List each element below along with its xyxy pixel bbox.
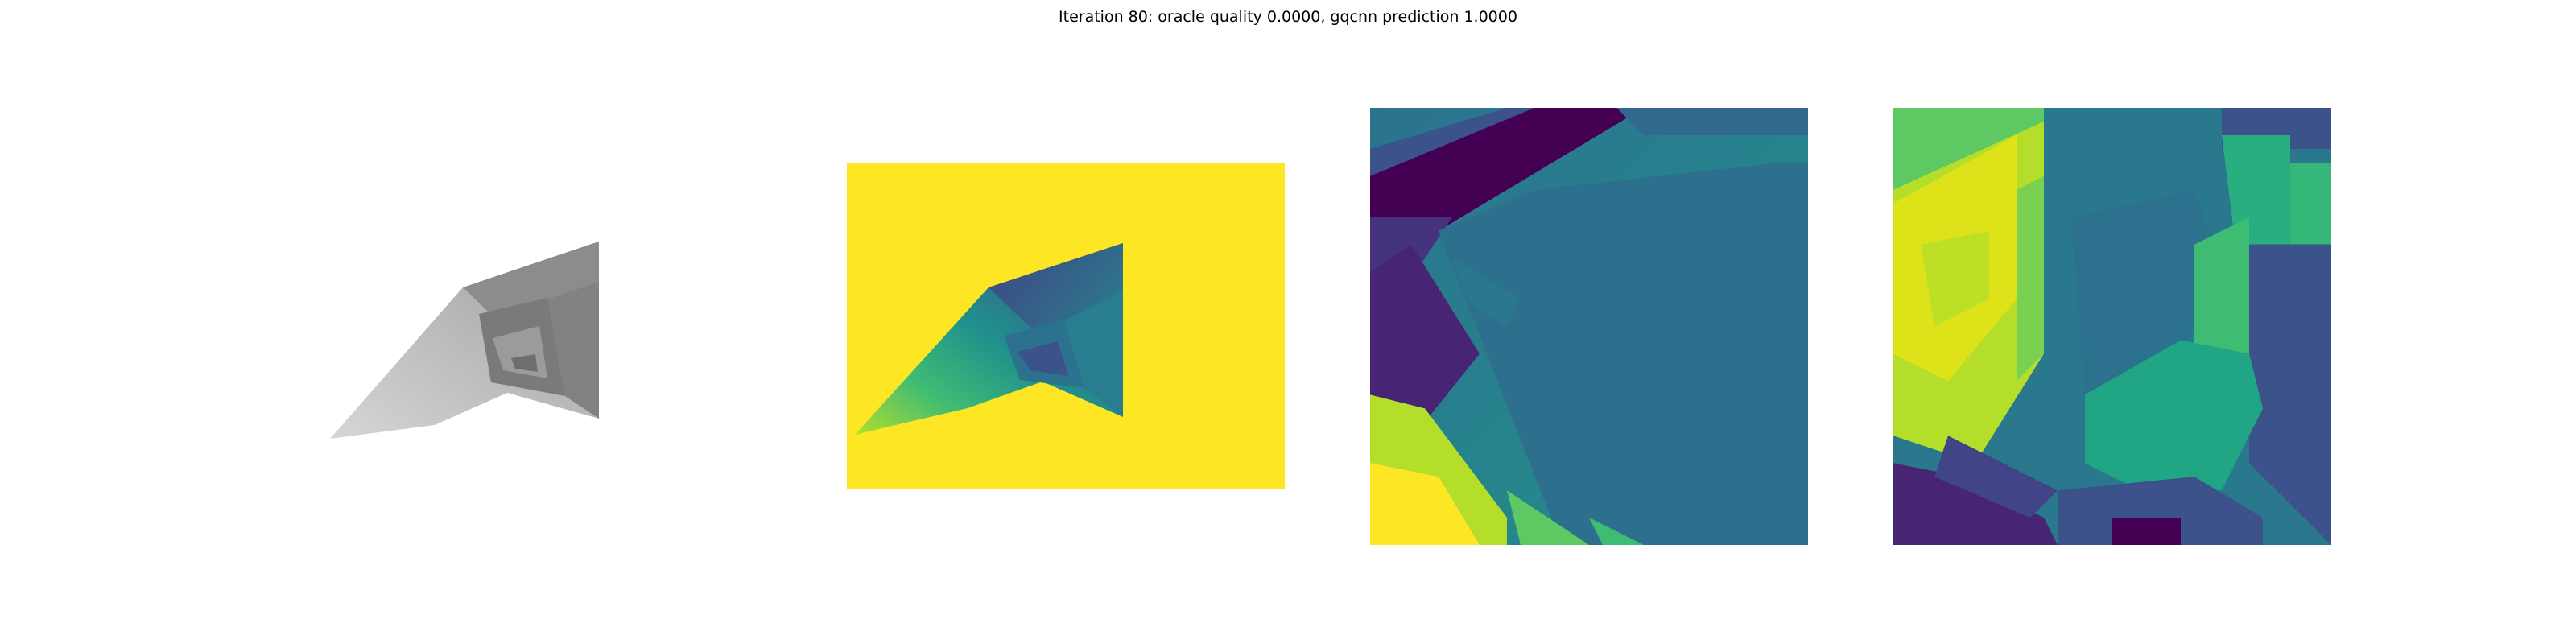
depth-crop-panel xyxy=(1370,108,1808,545)
depth-image-panel xyxy=(847,163,1285,489)
depth-crop-heatmap xyxy=(1370,108,1808,545)
figure-title: Iteration 80: oracle quality 0.0000, gqc… xyxy=(1059,8,1517,26)
depth-crop-heatmap-2 xyxy=(1893,108,2331,545)
depth-crop-panel-2 xyxy=(1893,108,2331,545)
depth-image xyxy=(855,243,1123,435)
rendered-object-panel xyxy=(306,225,628,459)
rendered-object-image xyxy=(330,242,599,439)
